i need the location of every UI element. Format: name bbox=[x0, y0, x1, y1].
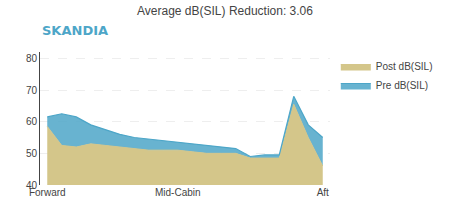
svg-text:Pre dB(SIL): Pre dB(SIL) bbox=[376, 80, 428, 91]
svg-text:80: 80 bbox=[26, 53, 38, 64]
svg-text:Average dB(SIL) Reduction: 3.0: Average dB(SIL) Reduction: 3.06 bbox=[137, 4, 313, 18]
svg-text:60: 60 bbox=[26, 116, 38, 127]
svg-text:40: 40 bbox=[26, 180, 38, 191]
svg-text:50: 50 bbox=[26, 148, 38, 159]
svg-text:Post dB(SIL): Post dB(SIL) bbox=[376, 61, 433, 72]
svg-text:Aft: Aft bbox=[317, 187, 329, 198]
svg-text:Mid-Cabin: Mid-Cabin bbox=[155, 187, 201, 198]
svg-text:SKANDIA: SKANDIA bbox=[42, 23, 108, 38]
svg-text:Forward: Forward bbox=[29, 187, 66, 198]
svg-text:70: 70 bbox=[26, 85, 38, 96]
